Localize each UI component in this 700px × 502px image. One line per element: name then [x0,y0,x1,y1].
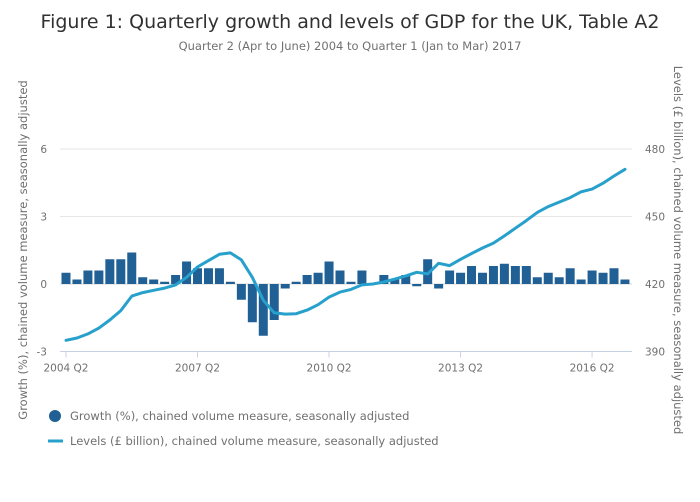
gridlines [60,148,632,285]
x-tick-label: 2016 Q2 [570,363,615,375]
growth-bar[interactable] [554,277,564,284]
growth-bar[interactable] [171,275,181,284]
growth-bar[interactable] [149,279,159,285]
growth-bar[interactable] [182,261,192,285]
growth-bar[interactable] [543,272,553,284]
growth-bar[interactable] [620,279,630,285]
growth-bar[interactable] [258,284,268,336]
legend-item-levels[interactable]: Levels (£ billion), chained volume measu… [48,434,439,448]
growth-bar[interactable] [138,277,148,284]
growth-bar[interactable] [72,279,82,285]
growth-bar[interactable] [225,281,235,284]
growth-bar[interactable] [521,266,531,284]
growth-bar[interactable] [291,281,301,284]
growth-bar[interactable] [488,266,498,284]
legend-levels-label: Levels (£ billion), chained volume measu… [70,434,439,448]
growth-bar[interactable] [456,272,466,284]
left-tick-label: 6 [40,144,47,156]
growth-bar[interactable] [302,275,312,284]
growth-bar[interactable] [346,281,356,284]
growth-bar[interactable] [357,270,367,285]
left-axis-ticks: -3 0 3 6 [37,144,48,359]
growth-bar[interactable] [434,284,444,289]
legend-growth-label: Growth (%), chained volume measure, seas… [70,409,409,423]
growth-bar[interactable] [379,275,389,284]
growth-bars [61,252,630,336]
growth-bar[interactable] [467,266,477,284]
growth-bar[interactable] [247,284,257,323]
growth-bar[interactable] [94,270,104,285]
growth-bar[interactable] [401,275,411,284]
legend-item-growth[interactable]: Growth (%), chained volume measure, seas… [49,409,409,423]
legend: Growth (%), chained volume measure, seas… [48,409,439,448]
right-axis-ticks: 390 420 450 480 [645,144,665,359]
growth-bar[interactable] [587,270,597,285]
growth-bar[interactable] [609,268,619,284]
growth-bar[interactable] [269,284,279,320]
right-tick-label: 480 [645,144,665,156]
growth-bar[interactable] [598,272,608,284]
left-tick-label: -3 [37,347,47,359]
growth-bar[interactable] [214,268,224,284]
growth-bar[interactable] [423,259,433,284]
growth-bar[interactable] [280,284,290,289]
left-tick-label: 0 [40,279,47,291]
right-axis-title: Levels (£ billion), chained volume measu… [671,66,685,435]
growth-bar[interactable] [335,270,345,285]
levels-line [64,167,627,342]
growth-bar[interactable] [105,259,115,284]
growth-bar[interactable] [61,272,71,284]
growth-bar[interactable] [160,281,170,284]
growth-bar[interactable] [83,270,93,285]
growth-bar[interactable] [565,268,575,284]
chart-subtitle: Quarter 2 (Apr to June) 2004 to Quarter … [179,39,522,53]
right-tick-label: 390 [645,347,665,359]
growth-bar[interactable] [532,277,542,284]
right-tick-label: 450 [645,212,665,224]
growth-bar[interactable] [127,252,137,285]
growth-bar[interactable] [324,261,334,285]
growth-bar[interactable] [313,272,323,284]
growth-bar[interactable] [390,279,400,285]
left-tick-label: 3 [40,212,47,224]
chart-title: Figure 1: Quarterly growth and levels of… [41,11,660,33]
growth-bar[interactable] [193,268,203,284]
x-tick-label: 2007 Q2 [175,363,220,375]
x-tick-label: 2010 Q2 [307,363,352,375]
growth-bar[interactable] [576,279,586,285]
left-axis-title: Growth (%), chained volume measure, seas… [16,80,30,419]
legend-growth-swatch-icon [49,410,61,422]
growth-bar[interactable] [445,270,455,285]
x-tick-label: 2004 Q2 [43,363,88,375]
x-axis-ticks: 2004 Q2 2007 Q2 2010 Q2 2013 Q2 2016 Q2 [43,351,615,375]
growth-bar[interactable] [499,263,509,284]
growth-bar[interactable] [236,284,246,300]
growth-bar[interactable] [510,266,520,284]
growth-bar[interactable] [203,268,213,284]
right-tick-label: 420 [645,279,665,291]
x-tick-label: 2013 Q2 [438,363,483,375]
growth-bar[interactable] [477,272,487,284]
growth-bar[interactable] [116,259,126,284]
growth-bar[interactable] [412,284,422,287]
